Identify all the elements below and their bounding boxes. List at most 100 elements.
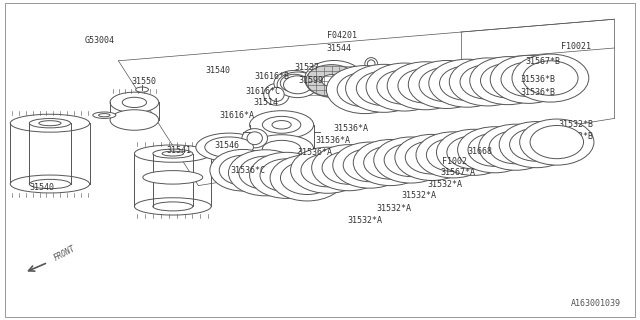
Ellipse shape (239, 156, 292, 189)
Ellipse shape (280, 161, 334, 195)
Ellipse shape (440, 66, 495, 100)
Text: 31532*B: 31532*B (559, 120, 593, 129)
Text: 31599: 31599 (298, 76, 323, 84)
Ellipse shape (520, 119, 594, 165)
Text: 31532*A: 31532*A (376, 204, 411, 212)
Ellipse shape (220, 155, 267, 185)
Text: 31616*A: 31616*A (220, 111, 254, 120)
Text: 31536*A: 31536*A (333, 124, 368, 132)
Ellipse shape (470, 57, 547, 105)
Ellipse shape (468, 133, 522, 166)
Ellipse shape (29, 179, 70, 189)
Ellipse shape (301, 154, 355, 187)
Ellipse shape (364, 146, 417, 179)
Ellipse shape (489, 131, 543, 164)
Ellipse shape (122, 97, 147, 108)
Ellipse shape (408, 60, 485, 108)
Ellipse shape (322, 75, 341, 87)
Ellipse shape (416, 132, 490, 178)
Ellipse shape (458, 127, 532, 173)
Ellipse shape (512, 54, 589, 102)
Ellipse shape (262, 116, 301, 133)
Ellipse shape (39, 121, 61, 126)
Ellipse shape (153, 202, 193, 211)
Ellipse shape (260, 159, 314, 192)
Ellipse shape (384, 143, 438, 177)
Ellipse shape (269, 87, 284, 101)
Text: F10021: F10021 (561, 42, 591, 51)
Ellipse shape (10, 175, 90, 193)
Ellipse shape (481, 63, 536, 98)
Ellipse shape (405, 141, 459, 174)
Ellipse shape (398, 68, 453, 103)
Ellipse shape (523, 61, 578, 95)
Ellipse shape (250, 111, 314, 139)
Text: 31540: 31540 (29, 183, 54, 192)
Text: FRONT: FRONT (52, 244, 77, 263)
Ellipse shape (377, 70, 432, 104)
Ellipse shape (479, 124, 553, 170)
Ellipse shape (419, 67, 474, 102)
Ellipse shape (196, 133, 262, 161)
Ellipse shape (366, 63, 443, 111)
Text: 31536*A: 31536*A (298, 148, 332, 156)
Ellipse shape (356, 71, 412, 106)
Ellipse shape (10, 114, 90, 132)
Ellipse shape (210, 149, 276, 191)
Ellipse shape (250, 135, 314, 163)
Text: F04201: F04201 (328, 31, 357, 40)
Ellipse shape (530, 125, 584, 159)
Text: A163001039: A163001039 (571, 299, 621, 308)
Ellipse shape (365, 58, 378, 70)
Text: 31536*B: 31536*B (520, 75, 555, 84)
Ellipse shape (280, 74, 308, 92)
Ellipse shape (110, 110, 159, 130)
Text: 31616*C: 31616*C (245, 87, 280, 96)
Text: 31616*B: 31616*B (255, 72, 289, 81)
Ellipse shape (429, 59, 506, 107)
Ellipse shape (306, 65, 357, 97)
Ellipse shape (134, 145, 211, 162)
Ellipse shape (134, 198, 211, 215)
Text: 31541: 31541 (166, 146, 192, 155)
Ellipse shape (284, 76, 312, 94)
Ellipse shape (333, 142, 407, 188)
Ellipse shape (136, 87, 148, 92)
Ellipse shape (501, 62, 556, 97)
Text: 31546: 31546 (214, 141, 240, 150)
Ellipse shape (270, 155, 344, 201)
Text: 31532*A: 31532*A (428, 180, 462, 188)
Ellipse shape (337, 72, 392, 107)
Ellipse shape (93, 112, 116, 118)
Text: 31567*A: 31567*A (440, 168, 475, 177)
Ellipse shape (242, 129, 268, 148)
Text: 31544: 31544 (326, 44, 352, 52)
Ellipse shape (264, 84, 289, 105)
Ellipse shape (395, 134, 469, 180)
Ellipse shape (490, 55, 567, 103)
Text: 31550: 31550 (131, 77, 157, 86)
Ellipse shape (247, 132, 262, 145)
Text: F1002: F1002 (442, 157, 467, 166)
Text: 31532*B: 31532*B (559, 132, 593, 141)
Text: 31540: 31540 (205, 66, 230, 75)
Ellipse shape (205, 137, 253, 157)
Ellipse shape (367, 60, 375, 68)
Ellipse shape (447, 136, 500, 169)
Ellipse shape (499, 122, 573, 168)
Text: 31514: 31514 (253, 98, 278, 107)
Text: 31537: 31537 (294, 63, 320, 72)
Ellipse shape (277, 72, 318, 98)
Ellipse shape (262, 140, 301, 157)
Text: 31532*A: 31532*A (402, 191, 436, 200)
Ellipse shape (346, 64, 422, 112)
Text: 31567*B: 31567*B (525, 57, 560, 66)
Ellipse shape (312, 145, 386, 191)
Text: 31536*C: 31536*C (231, 166, 266, 175)
Ellipse shape (326, 66, 403, 114)
Text: 31536*B: 31536*B (520, 88, 555, 97)
Ellipse shape (305, 60, 364, 98)
Ellipse shape (110, 92, 159, 113)
Ellipse shape (426, 138, 480, 172)
Text: G53004: G53004 (84, 36, 114, 44)
